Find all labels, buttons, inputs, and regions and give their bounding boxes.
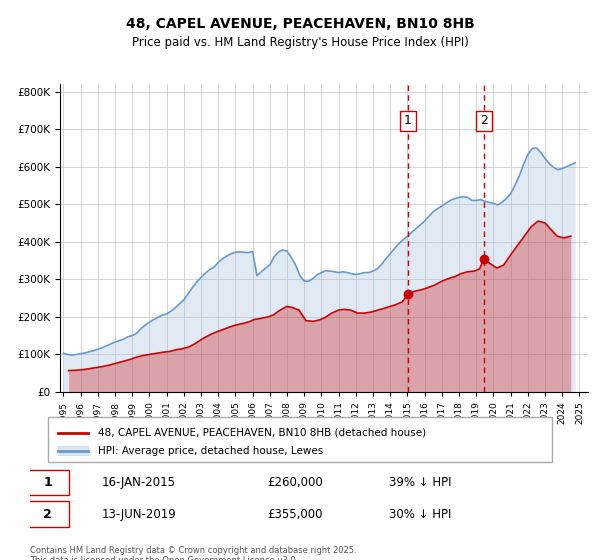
Text: 2: 2 <box>480 114 488 128</box>
Text: 16-JAN-2015: 16-JAN-2015 <box>102 476 176 489</box>
Text: 1: 1 <box>404 114 412 128</box>
Text: 2: 2 <box>43 508 52 521</box>
Text: Price paid vs. HM Land Registry's House Price Index (HPI): Price paid vs. HM Land Registry's House … <box>131 36 469 49</box>
Text: HPI: Average price, detached house, Lewes: HPI: Average price, detached house, Lewe… <box>98 446 323 456</box>
Text: 39% ↓ HPI: 39% ↓ HPI <box>389 476 451 489</box>
Text: 30% ↓ HPI: 30% ↓ HPI <box>389 508 451 521</box>
Text: 13-JUN-2019: 13-JUN-2019 <box>102 508 176 521</box>
Text: 1: 1 <box>43 476 52 489</box>
Text: £260,000: £260,000 <box>268 476 323 489</box>
Text: Contains HM Land Registry data © Crown copyright and database right 2025.
This d: Contains HM Land Registry data © Crown c… <box>30 546 356 560</box>
Text: 48, CAPEL AVENUE, PEACEHAVEN, BN10 8HB: 48, CAPEL AVENUE, PEACEHAVEN, BN10 8HB <box>125 17 475 31</box>
Text: £355,000: £355,000 <box>268 508 323 521</box>
FancyBboxPatch shape <box>27 469 68 495</box>
FancyBboxPatch shape <box>27 501 68 527</box>
FancyBboxPatch shape <box>48 417 552 462</box>
Text: 48, CAPEL AVENUE, PEACEHAVEN, BN10 8HB (detached house): 48, CAPEL AVENUE, PEACEHAVEN, BN10 8HB (… <box>98 428 427 438</box>
